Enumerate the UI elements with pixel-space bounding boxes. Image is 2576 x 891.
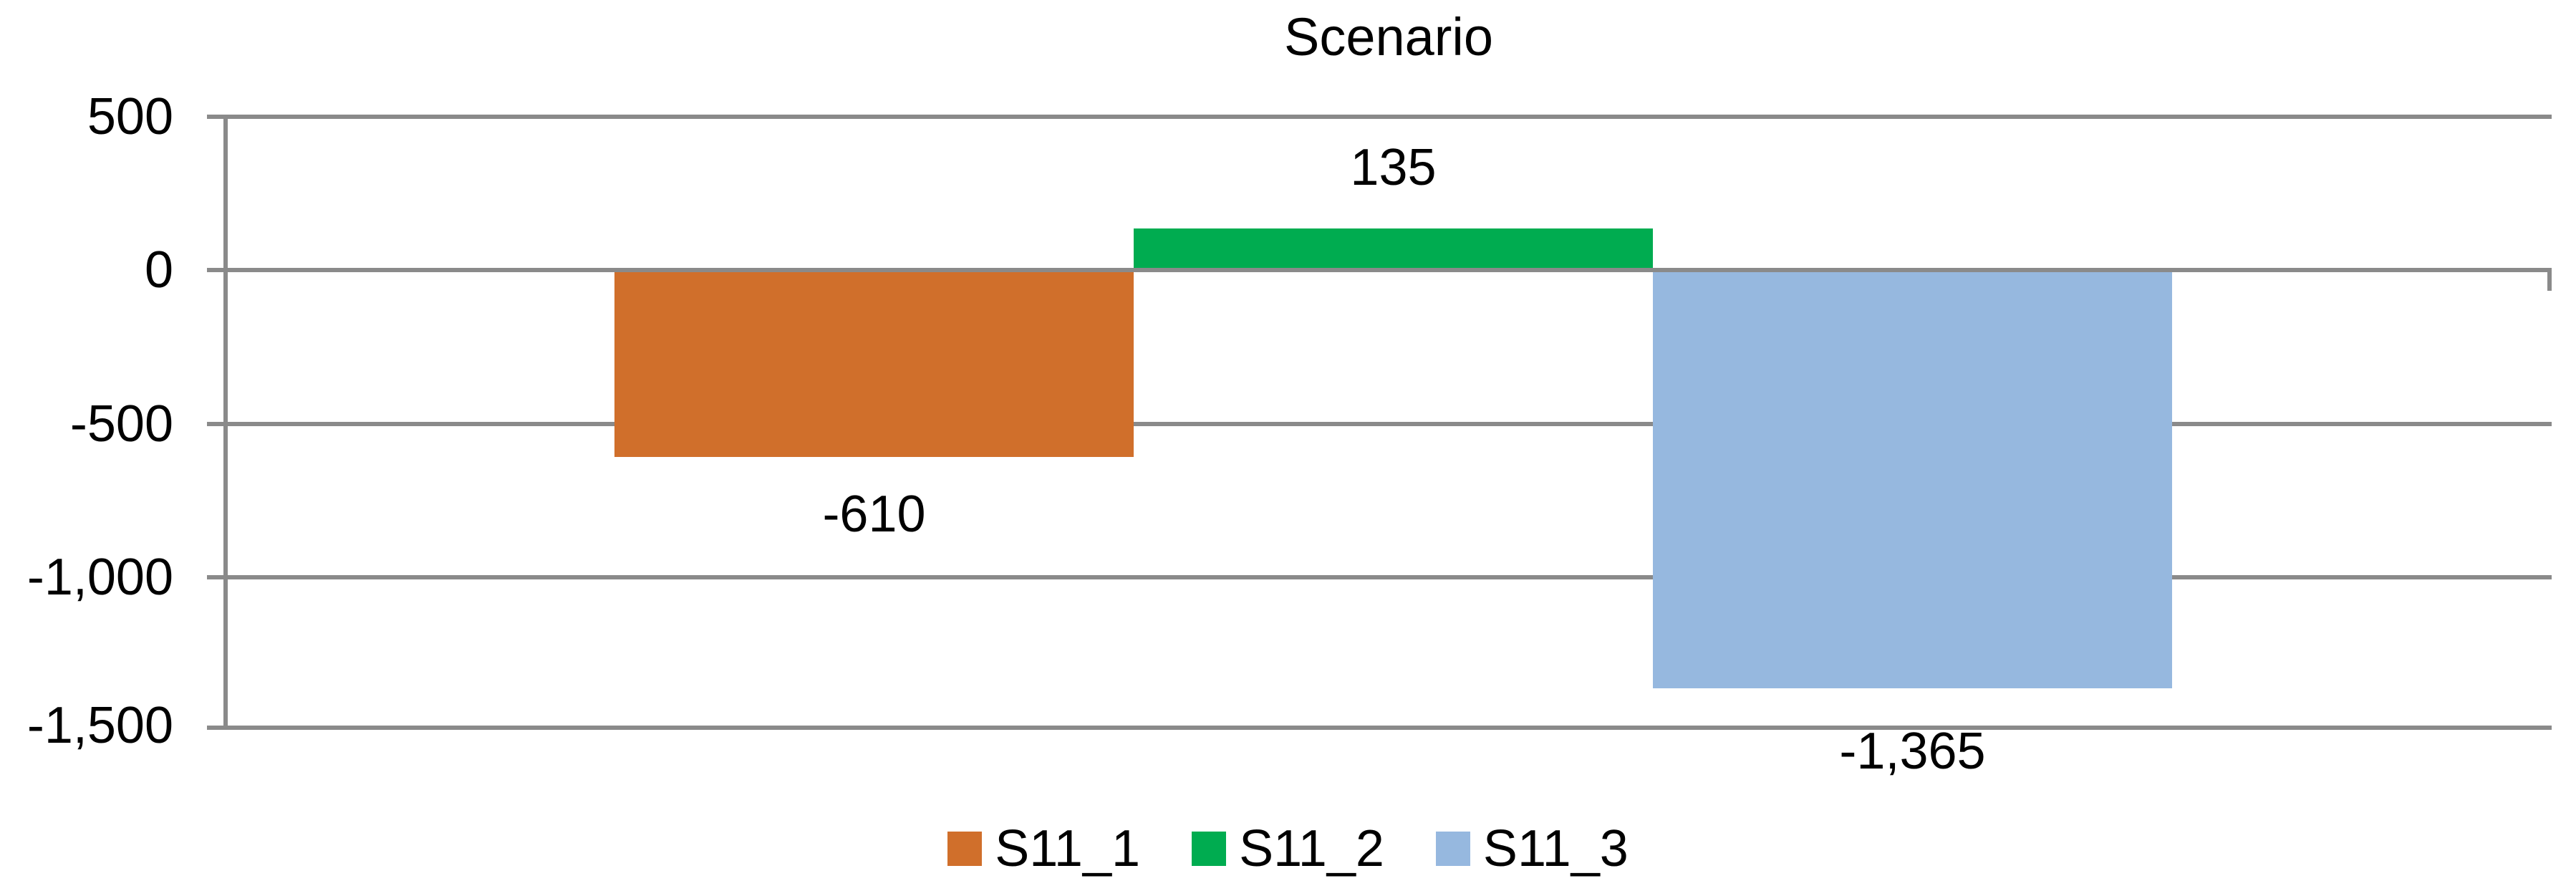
y-tick-label-neg1000[interactable]: -1,000 [26, 549, 173, 606]
bar-s11-3[interactable] [1653, 270, 2172, 688]
y-tick-label-neg500[interactable]: -500 [69, 395, 173, 453]
bar-s11-1[interactable] [614, 270, 1134, 457]
legend-item-s11-2[interactable]: S11_2 [1192, 823, 1384, 875]
gridline-500 [207, 115, 2552, 119]
legend-item-s11-3[interactable]: S11_3 [1435, 820, 1629, 877]
y-tick-label-neg1500[interactable]: -1,500 [26, 697, 173, 754]
bar-s11-2[interactable] [1134, 228, 1653, 270]
legend-label-s11-1: S11_1 [995, 820, 1141, 877]
legend-label-s11-2: S11_2 [1239, 820, 1384, 877]
y-tick-label-500[interactable]: 500 [87, 88, 173, 145]
legend: S11_1 S11_2 S11_3 [0, 823, 2576, 875]
gridline-neg1000 [207, 575, 2552, 579]
data-label-s11-3[interactable]: -1,365 [1839, 723, 1986, 780]
gridline-neg500 [207, 422, 2552, 426]
legend-label-s11-3: S11_3 [1482, 820, 1629, 877]
x-axis-end-tick [2547, 270, 2552, 291]
legend-item-s11-1[interactable]: S11_1 [947, 823, 1140, 875]
zero-axis-line [207, 268, 2552, 272]
legend-swatch-s11-2-icon [1192, 832, 1227, 866]
legend-swatch-s11-3-icon [1435, 832, 1470, 866]
legend-swatch-s11-1-icon [947, 832, 983, 866]
gridline-neg1500 [207, 726, 2552, 730]
chart-title[interactable]: Scenario [1283, 7, 1494, 67]
data-label-s11-1[interactable]: -610 [822, 486, 926, 543]
y-tick-label-0[interactable]: 0 [144, 241, 173, 299]
data-label-s11-2[interactable]: 135 [1350, 139, 1437, 196]
y-axis-line [223, 115, 228, 730]
